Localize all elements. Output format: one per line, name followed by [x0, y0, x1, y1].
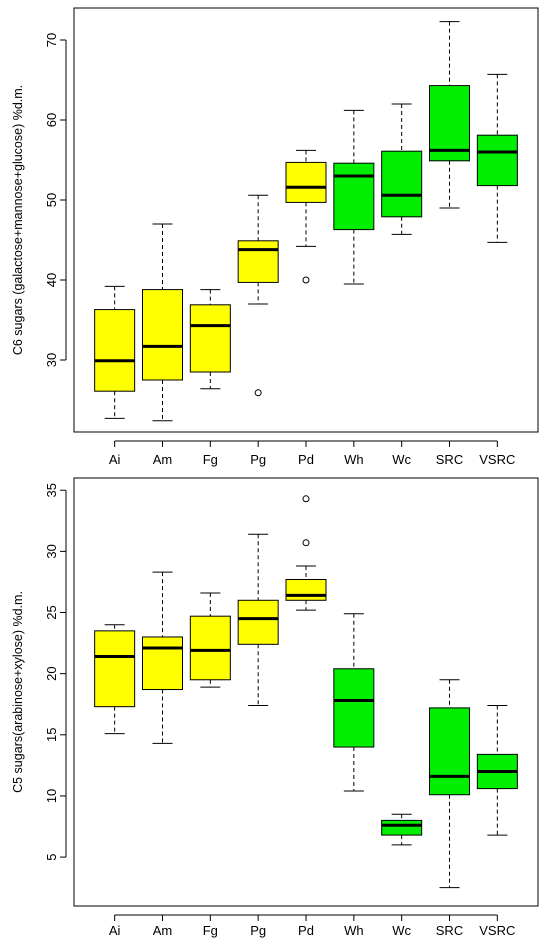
x-tick-label: SRC: [436, 452, 463, 467]
y-tick-label: 30: [44, 544, 59, 558]
iqr-box: [189, 304, 231, 373]
iqr-box: [476, 134, 518, 187]
c5-sugars-panel: 5 10 15 20 25 30 35 C5 sugars(arabinose+xylose)…: [11, 477, 539, 938]
iqr-box: [237, 240, 279, 283]
outlier-point: [302, 276, 310, 284]
x-tick-label: Am: [153, 452, 173, 467]
box-pd: [285, 149, 327, 284]
iqr-box: [94, 630, 136, 708]
x-tick-label: Fg: [203, 452, 218, 467]
iqr-box: [285, 578, 327, 601]
y-tick-label: 15: [44, 728, 59, 742]
x-tick-label: VSRC: [479, 452, 515, 467]
box-wh: [333, 109, 375, 285]
y-tick-label: 25: [44, 605, 59, 619]
y-tick-label: 10: [44, 789, 59, 803]
y-tick-label: 20: [44, 666, 59, 680]
box-pg: [237, 533, 279, 706]
x-tick-label: Pg: [250, 923, 266, 938]
c6-sugars-panel: 30 40 50 60 70 C6 sugars (galactose+mannose+g…: [11, 7, 539, 467]
outlier-point: [302, 495, 310, 503]
outlier-point: [254, 389, 262, 397]
plot-frame: [73, 477, 539, 907]
box-wh: [333, 613, 375, 792]
x-tick-label: Am: [153, 923, 173, 938]
x-tick-label: Wc: [392, 452, 411, 467]
box-fg: [189, 289, 231, 390]
iqr-box: [141, 636, 183, 691]
box-pd: [285, 495, 327, 611]
iqr-box: [429, 85, 471, 162]
iqr-box: [237, 599, 279, 645]
y-axis-title: C5 sugars(arabinose+xylose) %d.m.: [11, 591, 25, 793]
x-tick-label: Pg: [250, 452, 266, 467]
y-axis-title: C6 sugars (galactose+mannose+glucose) %d…: [11, 85, 25, 355]
box-wc: [381, 103, 423, 235]
y-tick-label: 40: [44, 273, 59, 287]
iqr-box: [333, 668, 375, 748]
x-tick-label: SRC: [436, 923, 463, 938]
iqr-box: [333, 162, 375, 231]
y-tick-label: 50: [44, 193, 59, 207]
x-tick-label: Pd: [298, 923, 314, 938]
x-tick-label: Wh: [344, 923, 364, 938]
box-am: [141, 223, 183, 422]
box-src: [429, 21, 471, 209]
iqr-box: [94, 309, 136, 392]
iqr-box: [381, 150, 423, 218]
box-wc: [381, 813, 423, 846]
x-tick-label: Ai: [109, 452, 121, 467]
iqr-box: [381, 819, 423, 836]
x-tick-label: Wc: [392, 923, 411, 938]
x-tick-label: Fg: [203, 923, 218, 938]
box-vsrc: [476, 704, 518, 836]
box-ai: [94, 624, 136, 735]
plot-frame: [73, 7, 539, 433]
box-ai: [94, 285, 136, 419]
x-tick-label: Ai: [109, 923, 121, 938]
iqr-box: [429, 707, 471, 796]
box-src: [429, 679, 471, 889]
box-pg: [237, 194, 279, 397]
x-tick-label: VSRC: [479, 923, 515, 938]
outlier-point: [302, 539, 310, 547]
y-tick-label: 60: [44, 113, 59, 127]
iqr-box: [285, 161, 327, 203]
y-tick-label: 70: [44, 33, 59, 47]
box-fg: [189, 592, 231, 688]
y-tick-label: 5: [44, 853, 59, 860]
box-vsrc: [476, 73, 518, 243]
iqr-box: [141, 289, 183, 381]
x-tick-label: Wh: [344, 452, 364, 467]
x-tick-label: Pd: [298, 452, 314, 467]
y-tick-label: 30: [44, 353, 59, 367]
box-am: [141, 571, 183, 744]
y-tick-label: 35: [44, 483, 59, 497]
iqr-box: [189, 615, 231, 681]
